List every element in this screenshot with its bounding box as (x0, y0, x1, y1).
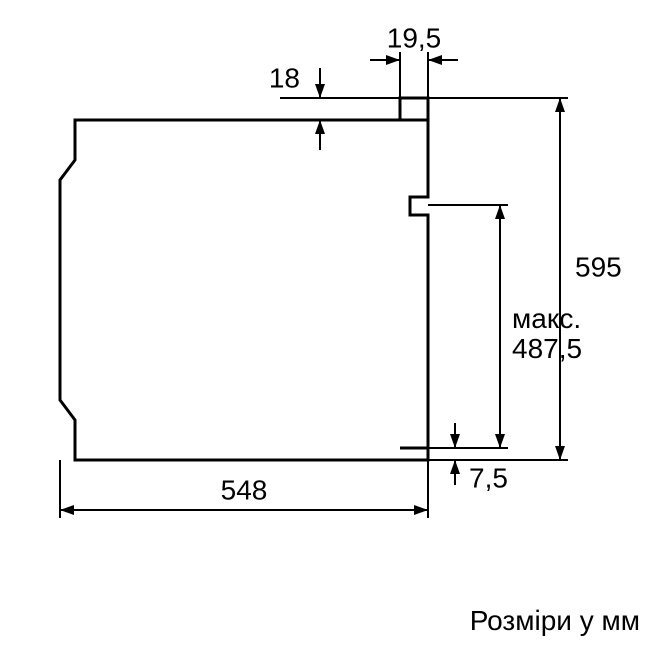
dim-18: 18 (269, 62, 300, 93)
dim-487: 487,5 (512, 333, 582, 364)
caption: Розміри у мм (470, 605, 640, 636)
dim-7-5: 7,5 (469, 462, 508, 493)
dim-548: 548 (221, 474, 268, 505)
dim-487-prefix: макс. (512, 303, 581, 334)
dim-595: 595 (575, 251, 622, 282)
dim-19-5: 19,5 (387, 22, 442, 53)
